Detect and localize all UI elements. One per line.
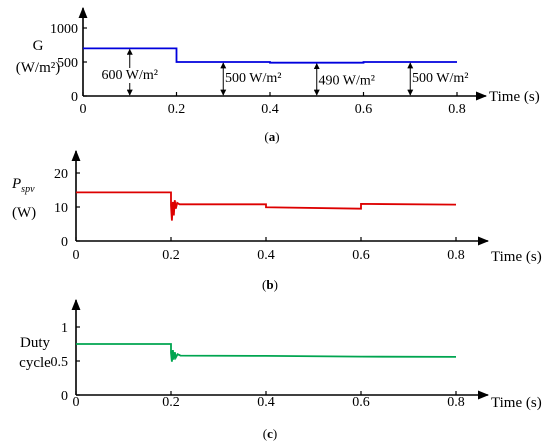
series-line: [76, 343, 457, 362]
x-axis-label: Time (s): [491, 249, 542, 265]
annotation-label-bg: [224, 71, 283, 86]
x-axis-label: Time (s): [489, 89, 540, 105]
y-tick-label: 0: [61, 235, 68, 250]
x-tick-label: 0.4: [257, 395, 275, 410]
y-axis-label-main: P: [11, 176, 21, 192]
panel-caption: (c): [263, 426, 277, 441]
y-axis-label: Pspv: [11, 176, 35, 195]
y-axis-label-line: Duty: [20, 335, 51, 351]
chart-panel-1: 0 0.2 0.4 0.6 0.8 0 500 1000 Time (s) G (W/m²) 600 …: [16, 6, 540, 144]
panel-caption: (a): [264, 129, 279, 144]
annotation-label: 600 W/m²: [102, 68, 158, 83]
x-tick-label: 0.4: [261, 102, 279, 117]
y-axis-label-line: G: [33, 38, 44, 54]
annotation-label: 500 W/m²: [412, 71, 468, 86]
y-tick-label: 0: [61, 389, 68, 404]
y-axis-label-subscript: spv: [21, 184, 35, 195]
y-tick-label: 500: [57, 56, 78, 71]
x-tick-label: 0: [80, 102, 87, 117]
y-tick-label: 1: [61, 321, 68, 336]
x-tick-label: 0.8: [448, 102, 466, 117]
annotation-label: 490 W/m²: [319, 74, 375, 89]
chart-panel-3: 0 0.2 0.4 0.6 0.8 0 0.5 1 Time (s) Duty cycle (c): [19, 298, 542, 441]
y-tick-label: 20: [54, 167, 68, 182]
y-tick-label: 10: [54, 201, 68, 216]
x-tick-label: 0.2: [162, 248, 180, 263]
x-tick-label: 0.8: [447, 395, 465, 410]
x-tick-label: 0.2: [162, 395, 180, 410]
x-tick-label: 0.6: [352, 248, 370, 263]
x-tick-label: 0.2: [168, 102, 186, 117]
y-tick-label: 0.5: [51, 355, 69, 370]
annotation-label-bg: [100, 68, 159, 83]
y-axis-label-line: cycle: [19, 355, 51, 371]
x-tick-label: 0.8: [447, 248, 465, 263]
x-tick-label: 0.6: [355, 102, 373, 117]
annotation-label: 500 W/m²: [225, 71, 281, 86]
y-axis-unit: (W): [12, 205, 36, 221]
x-tick-label: 0.4: [257, 248, 275, 263]
x-tick-label: 0: [73, 248, 80, 263]
x-axis-label: Time (s): [491, 395, 542, 411]
panel-caption: (b): [262, 277, 278, 292]
y-axis-label-line: (W/m²): [16, 60, 60, 76]
annotation-label-bg: [411, 71, 470, 86]
annotation-label-bg: [317, 73, 376, 89]
series-line: [76, 191, 457, 221]
series-line: [83, 47, 457, 64]
x-tick-label: 0.6: [352, 395, 370, 410]
y-tick-label: 1000: [50, 22, 78, 37]
x-tick-label: 0: [73, 395, 80, 410]
y-tick-label: 0: [71, 90, 78, 105]
chart-panel-2: 0 0.2 0.4 0.6 0.8 0 10 20 Time (s) Pspv (W) (b): [11, 149, 542, 292]
